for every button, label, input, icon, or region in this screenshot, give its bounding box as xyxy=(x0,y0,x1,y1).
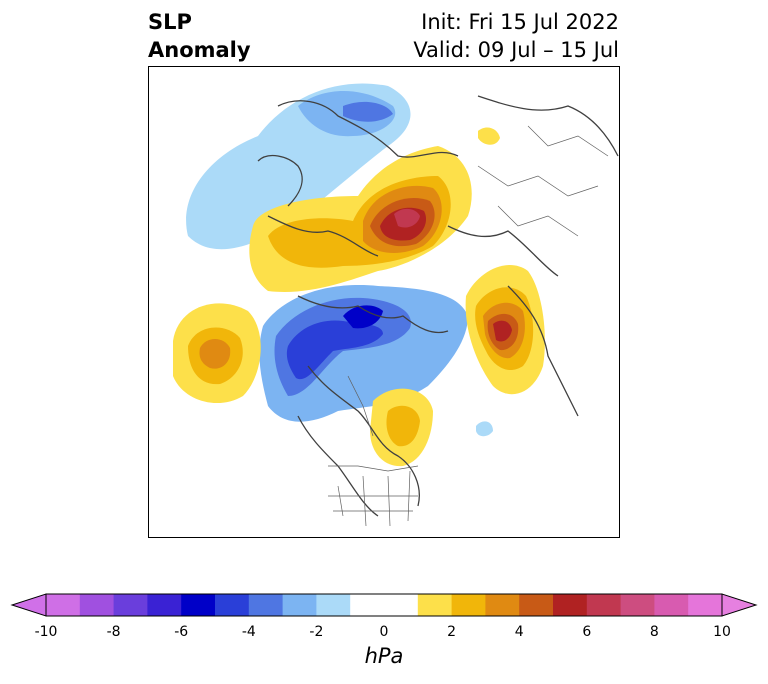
anomaly-region-neg7 xyxy=(343,305,383,329)
colorbar-bin xyxy=(586,594,622,616)
colorbar-bin xyxy=(620,594,655,616)
colorbar-bin xyxy=(688,594,723,616)
init-date: Init: Fri 15 Jul 2022 xyxy=(421,10,619,34)
colorbar-border xyxy=(45,593,723,617)
colorbar-graphic xyxy=(10,593,758,617)
colorbar-bin xyxy=(316,594,351,616)
colorbar-tick-label: 0 xyxy=(379,624,389,640)
anomaly-region-neg3 xyxy=(343,101,393,122)
colorbar-bin xyxy=(654,594,689,616)
anomaly-region-pos6 xyxy=(394,208,420,228)
colorbar-bin xyxy=(248,594,284,616)
colorbar-bin xyxy=(384,594,419,616)
slp-anomaly-map xyxy=(148,66,620,538)
colorbar-bin xyxy=(181,594,216,616)
anomaly-region-pos10 xyxy=(199,339,231,369)
colorbar-bin xyxy=(79,594,115,616)
title-line-1: SLP xyxy=(148,10,192,34)
colorbar-tick-label: -6 xyxy=(174,624,189,640)
colorbar-tick-label: 8 xyxy=(649,624,659,640)
colorbar-tick-label: -8 xyxy=(106,624,121,640)
political-borders xyxy=(328,125,609,527)
colorbar-tick-label: -4 xyxy=(241,624,256,640)
colorbar-bin xyxy=(282,594,317,616)
anomaly-region-pos17 xyxy=(386,405,420,447)
colorbar-tick-label: 4 xyxy=(514,624,524,640)
anomaly-region-neg8 xyxy=(476,421,493,437)
valid-period: Init: Fri 15 Jul 2022 Valid: 09 Jul – 15… xyxy=(413,8,619,64)
colorbar-tick-label: 10 xyxy=(713,624,731,640)
colorbar-bin xyxy=(417,594,453,616)
anomaly-region-neg6 xyxy=(286,320,383,380)
colorbar-bin xyxy=(46,594,81,616)
title-line-2: Anomaly xyxy=(148,38,251,62)
colorbar-bin xyxy=(350,594,385,616)
colorbar-bin xyxy=(519,594,554,616)
colorbar-bin xyxy=(451,594,486,616)
colorbar-tick-label: 2 xyxy=(447,624,457,640)
colorbar-bin xyxy=(215,594,250,616)
colorbar-bin xyxy=(553,594,588,616)
colorbar-tick-label: -2 xyxy=(309,624,324,640)
map-title: SLP Anomaly xyxy=(148,8,251,64)
valid-range: Valid: 09 Jul – 15 Jul xyxy=(413,38,619,62)
colorbar-bin xyxy=(485,594,520,616)
map-panel xyxy=(148,66,620,538)
colorbar-bin xyxy=(113,594,148,616)
coastlines xyxy=(257,95,619,517)
colorbar-label: hPa xyxy=(364,644,404,668)
colorbar-tick-label: 6 xyxy=(582,624,592,640)
anomaly-region-pos7 xyxy=(478,127,500,145)
colorbar-bin xyxy=(147,594,182,616)
colorbar xyxy=(10,590,758,620)
anomaly-region-pos15 xyxy=(493,320,512,342)
colorbar-tick-label: -10 xyxy=(34,624,58,640)
colorbar-min-arrow xyxy=(10,593,47,617)
colorbar-max-arrow xyxy=(721,593,758,617)
